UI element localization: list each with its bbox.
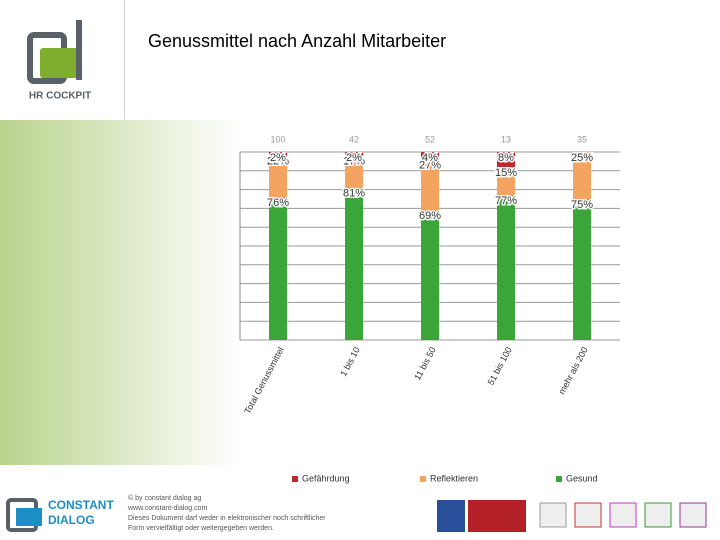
legend-swatch xyxy=(292,476,298,482)
value-label: 69% xyxy=(419,210,441,222)
value-label: 25% xyxy=(571,152,593,164)
legend-swatch xyxy=(420,476,426,482)
footer-line: www.constant-dialog.com xyxy=(127,505,208,512)
footer-line: Dieses Dokument darf weder in elektronis… xyxy=(128,515,326,522)
footer: CONSTANT DIALOG © by constant dialog ag … xyxy=(0,490,720,540)
logo-text: HR COCKPIT xyxy=(29,91,91,102)
bar-segment xyxy=(345,152,363,156)
footer-line: © by constant dialog ag xyxy=(128,494,201,502)
value-label: 76% xyxy=(267,197,289,209)
side-band xyxy=(0,120,240,465)
bar-segment xyxy=(497,152,515,168)
brand: DIALOG xyxy=(48,513,95,527)
value-label: 17% xyxy=(343,156,365,168)
value-label: 77% xyxy=(495,195,517,207)
bar-segment xyxy=(421,210,439,340)
chart-title: Genussmittel nach Anzahl Mitarbeiter xyxy=(148,31,446,51)
bar-segment xyxy=(573,199,591,340)
legend-label: Reflektieren xyxy=(430,473,478,483)
bar-segment xyxy=(345,155,363,188)
sample-size: 13 xyxy=(501,134,511,144)
value-label: 81% xyxy=(343,188,365,200)
logo: HR COCKPIT xyxy=(27,20,91,102)
bar-segment xyxy=(345,187,363,340)
value-label: 2% xyxy=(346,152,362,164)
value-label: 27% xyxy=(419,159,441,171)
bar-segment xyxy=(269,152,287,156)
bar-segment xyxy=(421,152,439,160)
value-label: 22% xyxy=(267,156,289,168)
bar-segment xyxy=(421,159,439,211)
value-label: 8% xyxy=(498,152,514,164)
sample-size: 100 xyxy=(270,134,285,144)
bar-segment xyxy=(573,152,591,199)
bar-segment xyxy=(269,197,287,340)
bar-segment xyxy=(269,155,287,198)
value-label: 75% xyxy=(571,199,593,211)
value-label: 15% xyxy=(495,167,517,179)
legend-label: Gesund xyxy=(566,473,598,483)
legend-swatch xyxy=(556,476,562,482)
sample-size: 52 xyxy=(425,134,435,144)
bar-segment xyxy=(497,167,515,196)
sample-size: 42 xyxy=(349,134,359,144)
bar-segment xyxy=(497,195,515,340)
sample-size: 35 xyxy=(577,134,587,144)
value-label: 2% xyxy=(270,152,286,164)
brand: CONSTANT xyxy=(48,498,114,512)
divider xyxy=(124,0,125,120)
footer-line: Form vervielfältigt oder weitergegeben w… xyxy=(128,525,274,532)
legend-label: Gefährdung xyxy=(302,473,350,483)
value-label: 4% xyxy=(422,152,438,164)
